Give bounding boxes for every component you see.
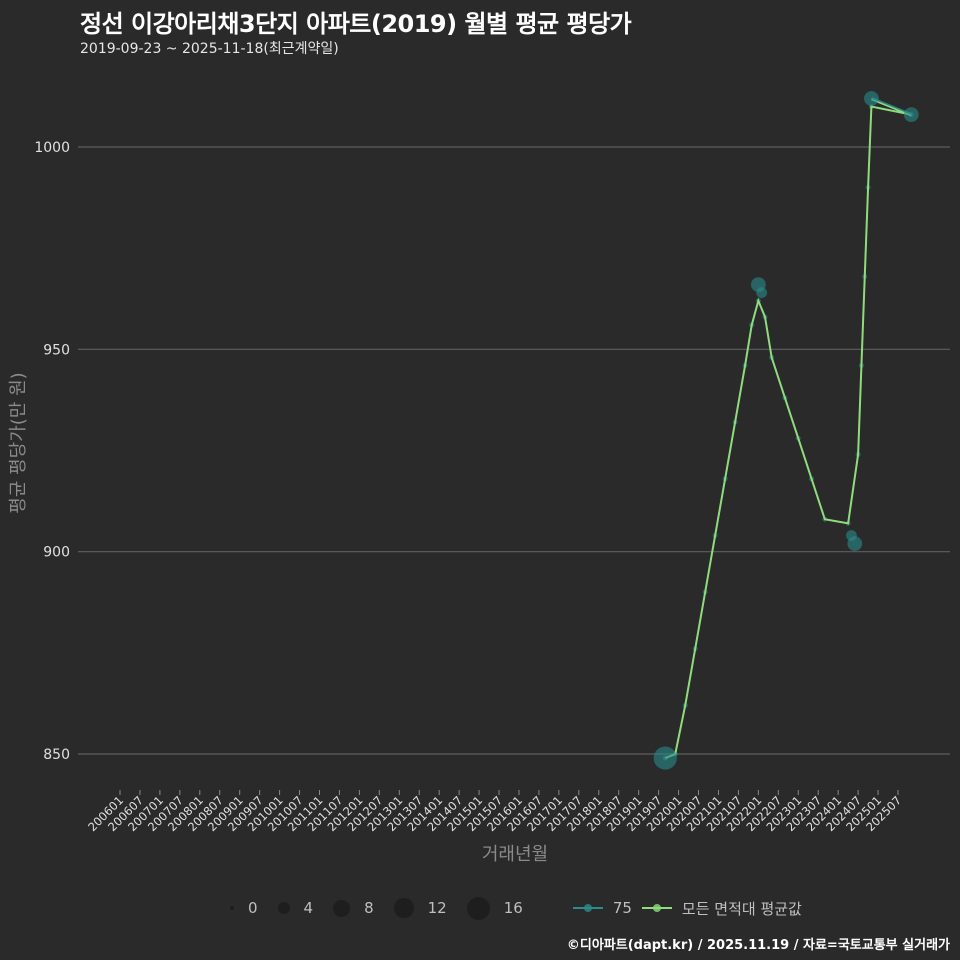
legend-size-8: 8 bbox=[333, 899, 374, 917]
size-dot-icon bbox=[393, 898, 414, 918]
size-dot-icon bbox=[333, 899, 351, 917]
size-dot-icon bbox=[466, 896, 490, 920]
legend-label: 0 bbox=[248, 899, 258, 917]
legend-label: 75 bbox=[612, 899, 632, 917]
size-dot-icon bbox=[230, 906, 234, 910]
chart-subtitle: 2019-09-23 ~ 2025-11-18(최근계약일) bbox=[80, 41, 339, 57]
footer-credit: ©디아파트(dapt.kr) / 2025.11.19 / 자료=국토교통부 실… bbox=[566, 938, 950, 953]
legend: 0 4 8 12 16 75 모든 면적대 평균값 bbox=[230, 893, 812, 923]
legend-label: 16 bbox=[503, 899, 523, 917]
legend-size-12: 12 bbox=[393, 898, 447, 918]
legend-size-0: 0 bbox=[230, 899, 258, 917]
y-tick-label: 950 bbox=[43, 342, 70, 358]
series-75-point bbox=[864, 91, 879, 106]
legend-label: 12 bbox=[427, 899, 447, 917]
average-line bbox=[664, 105, 912, 759]
legend-series-75: 75 bbox=[572, 899, 632, 917]
y-tick-label: 850 bbox=[43, 747, 70, 763]
y-tick-label: 900 bbox=[43, 545, 70, 561]
chart-title: 정선 이강아리채3단지 아파트(2019) 월별 평균 평당가 bbox=[80, 10, 632, 38]
legend-label: 8 bbox=[364, 899, 374, 917]
series-75-point bbox=[847, 536, 863, 551]
legend-size-4: 4 bbox=[277, 899, 314, 917]
legend-series-average: 모든 면적대 평균값 bbox=[641, 898, 802, 919]
y-axis-label: 평균 평당가(만 원) bbox=[8, 372, 29, 514]
series-75-point bbox=[653, 746, 677, 770]
line-marker-icon bbox=[572, 904, 603, 912]
size-dot-icon bbox=[277, 902, 290, 914]
series-75-point bbox=[756, 287, 768, 299]
legend-label: 4 bbox=[303, 899, 314, 917]
series-75-point bbox=[903, 107, 919, 122]
x-axis-label: 거래년월 bbox=[481, 844, 549, 865]
legend-label: 모든 면적대 평균값 bbox=[681, 899, 802, 918]
y-tick-label: 1000 bbox=[34, 140, 70, 156]
legend-size-16: 16 bbox=[466, 896, 523, 920]
line-marker-icon bbox=[641, 904, 672, 912]
